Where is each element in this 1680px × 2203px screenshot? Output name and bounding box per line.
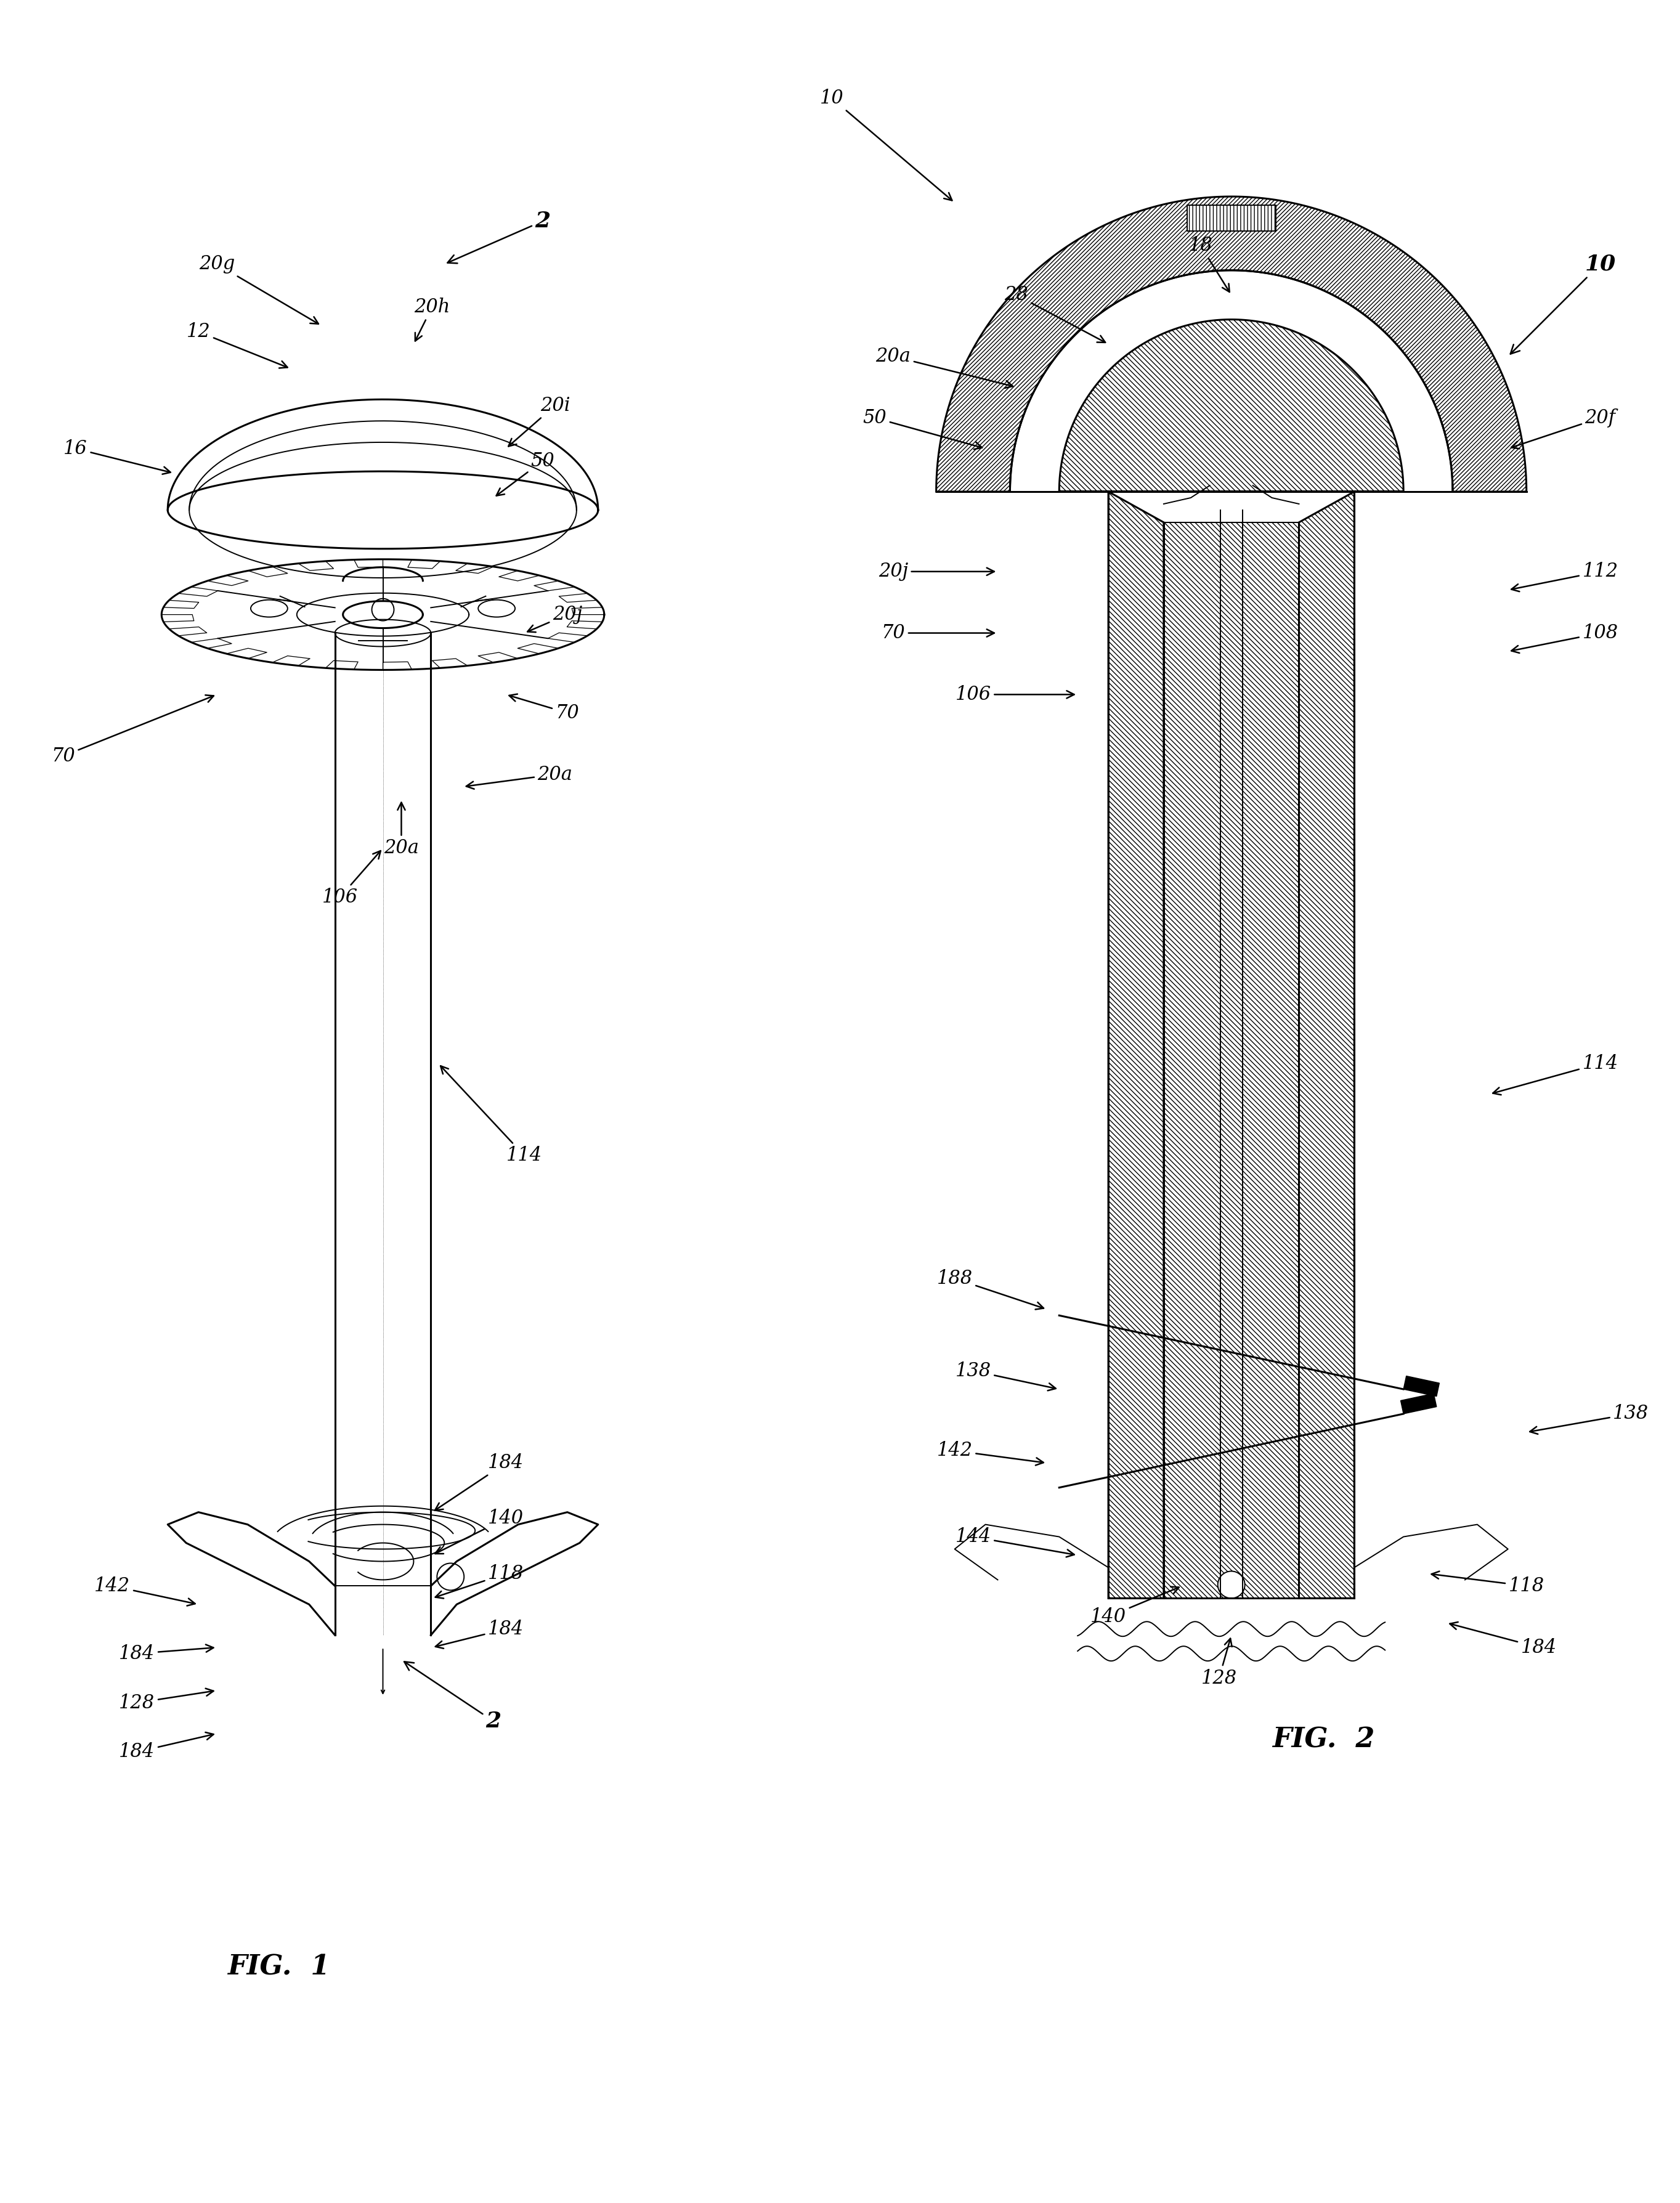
Text: 184: 184 [435, 1619, 524, 1648]
Text: 108: 108 [1512, 623, 1618, 652]
Text: 114: 114 [440, 1066, 543, 1165]
Text: 106: 106 [956, 685, 1074, 705]
Text: 50: 50 [864, 408, 983, 449]
Text: 20a: 20a [875, 346, 1013, 388]
Polygon shape [1058, 319, 1403, 491]
Circle shape [1218, 1571, 1245, 1597]
Text: 20f: 20f [1512, 408, 1616, 449]
Text: 142: 142 [94, 1577, 195, 1606]
Polygon shape [1109, 491, 1164, 1597]
Text: 20i: 20i [509, 397, 570, 447]
Polygon shape [1188, 205, 1275, 231]
Text: 184: 184 [119, 1732, 213, 1762]
Text: 20h: 20h [413, 297, 450, 341]
Text: 70: 70 [882, 623, 995, 643]
Polygon shape [1403, 1377, 1440, 1397]
Text: 128: 128 [119, 1687, 213, 1712]
Text: 18: 18 [1189, 236, 1230, 293]
Text: 70: 70 [509, 694, 580, 723]
Text: 20a: 20a [383, 802, 418, 857]
Text: 142: 142 [937, 1441, 1043, 1465]
Text: 184: 184 [435, 1454, 524, 1511]
Text: 138: 138 [956, 1361, 1055, 1390]
Text: 20a: 20a [467, 764, 573, 789]
Text: FIG.  1: FIG. 1 [227, 1954, 329, 1980]
Text: 106: 106 [323, 850, 381, 908]
Polygon shape [936, 196, 1527, 491]
Text: 140: 140 [435, 1509, 524, 1553]
Text: 118: 118 [435, 1564, 524, 1599]
Text: 2: 2 [405, 1661, 501, 1732]
Text: 118: 118 [1431, 1571, 1544, 1595]
Text: 16: 16 [64, 438, 171, 474]
Text: 128: 128 [1201, 1639, 1236, 1687]
Text: 144: 144 [956, 1527, 1074, 1558]
Text: 184: 184 [119, 1643, 213, 1663]
Text: 50: 50 [496, 452, 554, 496]
Text: 20j: 20j [879, 562, 995, 582]
Text: 188: 188 [937, 1269, 1043, 1309]
Text: 10: 10 [820, 88, 953, 200]
Text: 12: 12 [186, 322, 287, 368]
Polygon shape [1299, 491, 1354, 1597]
Text: 20j: 20j [528, 606, 583, 632]
Polygon shape [1401, 1394, 1436, 1414]
Text: 2: 2 [447, 211, 551, 264]
Text: 184: 184 [1450, 1621, 1557, 1657]
Text: 70: 70 [52, 696, 213, 764]
Text: FIG.  2: FIG. 2 [1272, 1727, 1374, 1754]
Text: 138: 138 [1530, 1403, 1648, 1434]
Text: 140: 140 [1090, 1586, 1179, 1626]
Polygon shape [1164, 522, 1299, 1597]
Text: 112: 112 [1512, 562, 1618, 593]
Text: 10: 10 [1510, 253, 1616, 355]
Text: 114: 114 [1494, 1053, 1618, 1095]
Text: 28: 28 [1005, 286, 1105, 341]
Text: 20g: 20g [198, 256, 319, 324]
